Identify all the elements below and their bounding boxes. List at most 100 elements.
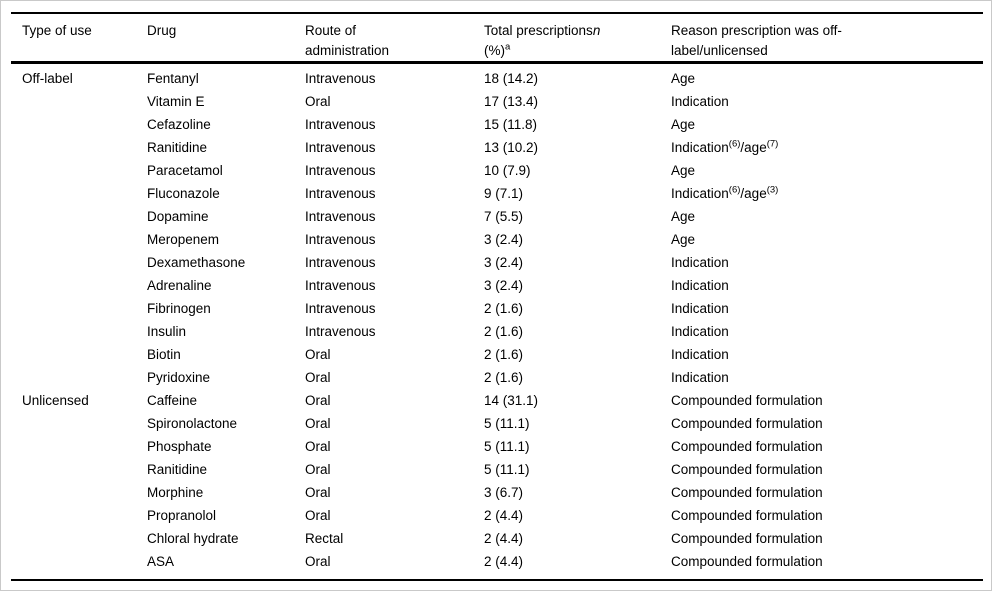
cell-total-prescriptions: 18 (14.2) [484,71,539,86]
cell-drug: Meropenem [147,232,220,247]
cell-drug: Phosphate [147,439,212,454]
cell-reason: Compounded formulation [671,554,823,569]
cell-route: Rectal [305,531,344,546]
cell-route: Intravenous [305,117,376,132]
cell-reason: Age [671,163,696,178]
cell-reason: Age [671,117,696,132]
cell-total-prescriptions: 5 (11.1) [484,416,530,431]
cell-reason: Age [671,209,696,224]
cell-type-of-use [11,435,147,458]
table-row: Cefazoline Intravenous 15 (11.8) Age [11,113,983,136]
column-header-drug: Drug [147,13,305,64]
cell-reason: Compounded formulation [671,439,823,454]
table-row: Unlicensed Caffeine Oral 14 (31.1) Compounde… [11,389,983,412]
superscript-marker: (3) [766,184,779,196]
cell-total-prescriptions: 13 (10.2) [484,140,539,155]
table-row: Fluconazole Intravenous 9 (7.1) Indication(… [11,182,983,205]
cell-reason: Age [671,232,696,247]
cell-type-of-use [11,274,147,297]
cell-total-prescriptions: 5 (11.1) [484,439,530,454]
cell-total-prescriptions: 17 (13.4) [484,94,539,109]
cell-drug: Pyridoxine [147,370,211,385]
table-row: Dopamine Intravenous 7 (5.5) Age [11,205,983,228]
header-line: (%)a [484,41,511,58]
column-header-type-of-use: Type of use [11,13,147,64]
cell-drug: Paracetamol [147,163,223,178]
cell-type-of-use [11,90,147,113]
cell-route: Intravenous [305,186,376,201]
header-line: Type of use [22,23,92,38]
cell-total-prescriptions: 2 (1.6) [484,370,524,385]
cell-route: Oral [305,347,331,362]
cell-total-prescriptions: 2 (4.4) [484,554,524,569]
cell-type-of-use [11,481,147,504]
column-header-reason: Reason prescription was off-label/unlice… [671,13,983,64]
cell-drug: Dexamethasone [147,255,246,270]
table-row: Meropenem Intravenous 3 (2.4) Age [11,228,983,251]
cell-reason: Indication [671,347,729,362]
cell-total-prescriptions: 2 (1.6) [484,347,524,362]
header-line: label/unlicensed [671,43,768,58]
cell-type-of-use [11,159,147,182]
superscript-marker: a [505,41,511,53]
cell-route: Intravenous [305,324,376,339]
cell-type-of-use [11,228,147,251]
table-row: Propranolol Oral 2 (4.4) Compounded formula… [11,504,983,527]
table-row: Morphine Oral 3 (6.7) Compounded formulatio… [11,481,983,504]
table-row: Fibrinogen Intravenous 2 (1.6) Indication [11,297,983,320]
cell-total-prescriptions: 10 (7.9) [484,163,531,178]
cell-route: Intravenous [305,232,376,247]
cell-reason: Compounded formulation [671,462,823,477]
table-row: Vitamin E Oral 17 (13.4) Indication [11,90,983,113]
cell-drug: Vitamin E [147,94,205,109]
table-row: Insulin Intravenous 2 (1.6) Indication [11,320,983,343]
cell-reason: Indication [671,255,729,270]
cell-drug: ASA [147,554,175,569]
cell-total-prescriptions: 5 (11.1) [484,462,530,477]
cell-reason: Indication [671,278,729,293]
cell-route: Intravenous [305,163,376,178]
cell-total-prescriptions: 3 (2.4) [484,255,524,270]
cell-type-of-use [11,504,147,527]
header-line: administration [305,43,390,58]
cell-drug: Ranitidine [147,462,208,477]
cell-type-of-use [11,320,147,343]
cell-route: Intravenous [305,140,376,155]
cell-route: Oral [305,462,331,477]
cell-reason: Indication [671,301,729,316]
cell-total-prescriptions: 2 (4.4) [484,531,524,546]
table-row: Phosphate Oral 5 (11.1) Compounded formulat… [11,435,983,458]
cell-drug: Ranitidine [147,140,208,155]
cell-total-prescriptions: 9 (7.1) [484,186,524,201]
table-row: Dexamethasone Intravenous 3 (2.4) Indicatio… [11,251,983,274]
cell-reason: Compounded formulation [671,393,823,408]
cell-total-prescriptions: 3 (2.4) [484,232,524,247]
cell-route: Oral [305,370,331,385]
cell-route: Intravenous [305,301,376,316]
cell-route: Intravenous [305,71,376,86]
cell-total-prescriptions: 2 (4.4) [484,508,524,523]
cell-type-of-use [11,113,147,136]
cell-drug: Propranolol [147,508,217,523]
cell-type-of-use: Off-label [22,71,73,86]
superscript-marker: (7) [766,138,779,150]
prescriptions-table: Type of use Drug Route of administration Tot… [11,12,983,581]
cell-type-of-use [11,182,147,205]
cell-route: Oral [305,94,331,109]
cell-type-of-use [11,136,147,159]
cell-drug: Fibrinogen [147,301,211,316]
cell-total-prescriptions: 14 (31.1) [484,393,539,408]
cell-route: Intravenous [305,209,376,224]
table-header: Type of use Drug Route of administration Tot… [11,13,983,64]
cell-reason: Indication [671,370,729,385]
cell-drug: Dopamine [147,209,209,224]
cell-reason: Compounded formulation [671,485,823,500]
cell-reason: Age [671,71,696,86]
column-header-route: Route of administration [305,13,484,64]
table-body: Off-label Fentanyl Intravenous 18 (14.2) Age… [11,63,983,581]
cell-type-of-use [11,458,147,481]
cell-type-of-use [11,527,147,550]
cell-type-of-use [11,412,147,435]
cell-reason: Indication(6)/age(3) [671,184,779,201]
